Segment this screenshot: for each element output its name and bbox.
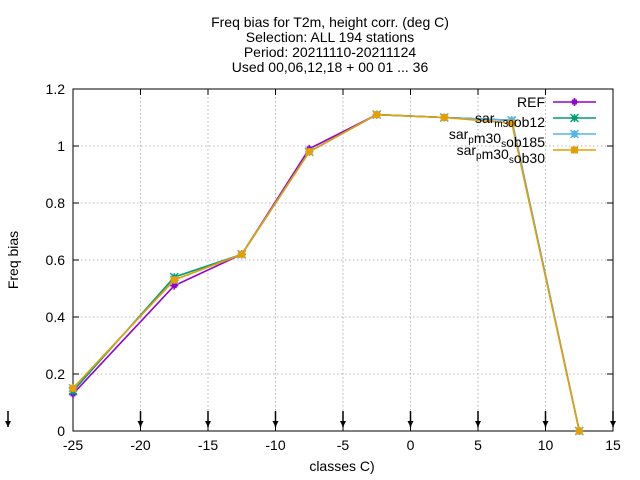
square-marker	[238, 250, 246, 258]
x-tick-label: 0	[407, 437, 415, 453]
grid	[73, 89, 613, 431]
legend-label: sarm30ob12	[475, 110, 545, 130]
title-line-1: Freq bias for T2m, height corr. (deg C)	[211, 14, 449, 30]
cross-marker-core	[572, 115, 577, 121]
x-tick-label: 15	[605, 437, 621, 453]
x-tick-label: -5	[337, 437, 350, 453]
series-line	[72, 113, 581, 432]
x-tick-label: 5	[474, 437, 482, 453]
arrow-head	[137, 421, 144, 427]
chart-title: Freq bias for T2m, height corr. (deg C) …	[211, 14, 449, 75]
x-tick-label: -10	[265, 437, 285, 453]
y-axis-label: Freq bias	[5, 231, 21, 289]
legend-entry-1: sarm30ob12	[475, 110, 596, 130]
title-line-4: Used 00,06,12,18 + 00 01 ... 36	[232, 59, 429, 75]
square-marker	[305, 148, 313, 156]
arrow-head	[610, 421, 616, 427]
legend-entry-2: sarpm30sob185	[449, 126, 596, 150]
y-tick-label: 0	[57, 423, 65, 439]
square-marker	[373, 111, 381, 119]
arrow-head	[542, 421, 549, 427]
square-marker	[69, 384, 77, 392]
arrow-head	[272, 421, 279, 427]
y-tick-label: 0.6	[46, 252, 66, 268]
y-tick-label: 1	[57, 138, 65, 154]
title-line-2: Selection: ALL 194 stations	[246, 29, 414, 45]
arrow-head	[5, 421, 11, 427]
arrow-head	[340, 421, 346, 427]
y-tick-label: 0.8	[46, 195, 66, 211]
square-marker	[440, 114, 448, 121]
arrow-head	[407, 421, 414, 427]
title-line-3: Period: 20211110-20211124	[244, 44, 417, 60]
y-tick-label: 0.2	[46, 366, 66, 382]
series-line	[72, 113, 581, 432]
x-axis-label: classes C)	[309, 458, 374, 474]
star-marker-core	[571, 131, 578, 137]
y-tick-label: 0.4	[46, 309, 66, 325]
plus-marker-core	[572, 99, 577, 105]
x-tick-label: -20	[130, 437, 150, 453]
y-tick-label: 1.2	[46, 81, 66, 97]
x-tick-label: -25	[63, 437, 83, 453]
x-tick-label: 10	[538, 437, 554, 453]
square-marker	[508, 119, 516, 127]
plus-marker-core	[171, 283, 177, 289]
series-line	[72, 113, 581, 432]
legend-entry-3: sarpm30sob30	[457, 142, 596, 166]
arrow-head	[205, 421, 211, 427]
series-3	[69, 111, 583, 435]
legend-label: sarpm30sob30	[457, 142, 546, 166]
x-tick-label: -15	[198, 437, 218, 453]
square-marker	[170, 276, 178, 284]
series-lines	[68, 110, 584, 436]
square-marker	[571, 146, 578, 154]
legend-entry-0: REF	[517, 94, 596, 110]
series-line	[72, 113, 581, 432]
axes: 0 0.2 0.4 0.6 0.8 1 1.2 -25 -20 -15 -10 -5 0 5 10 15	[5, 81, 621, 453]
legend-label: REF	[517, 94, 545, 110]
square-marker	[575, 427, 583, 435]
legend-label: sarpm30sob185	[449, 126, 545, 150]
arrow-head	[475, 421, 481, 427]
